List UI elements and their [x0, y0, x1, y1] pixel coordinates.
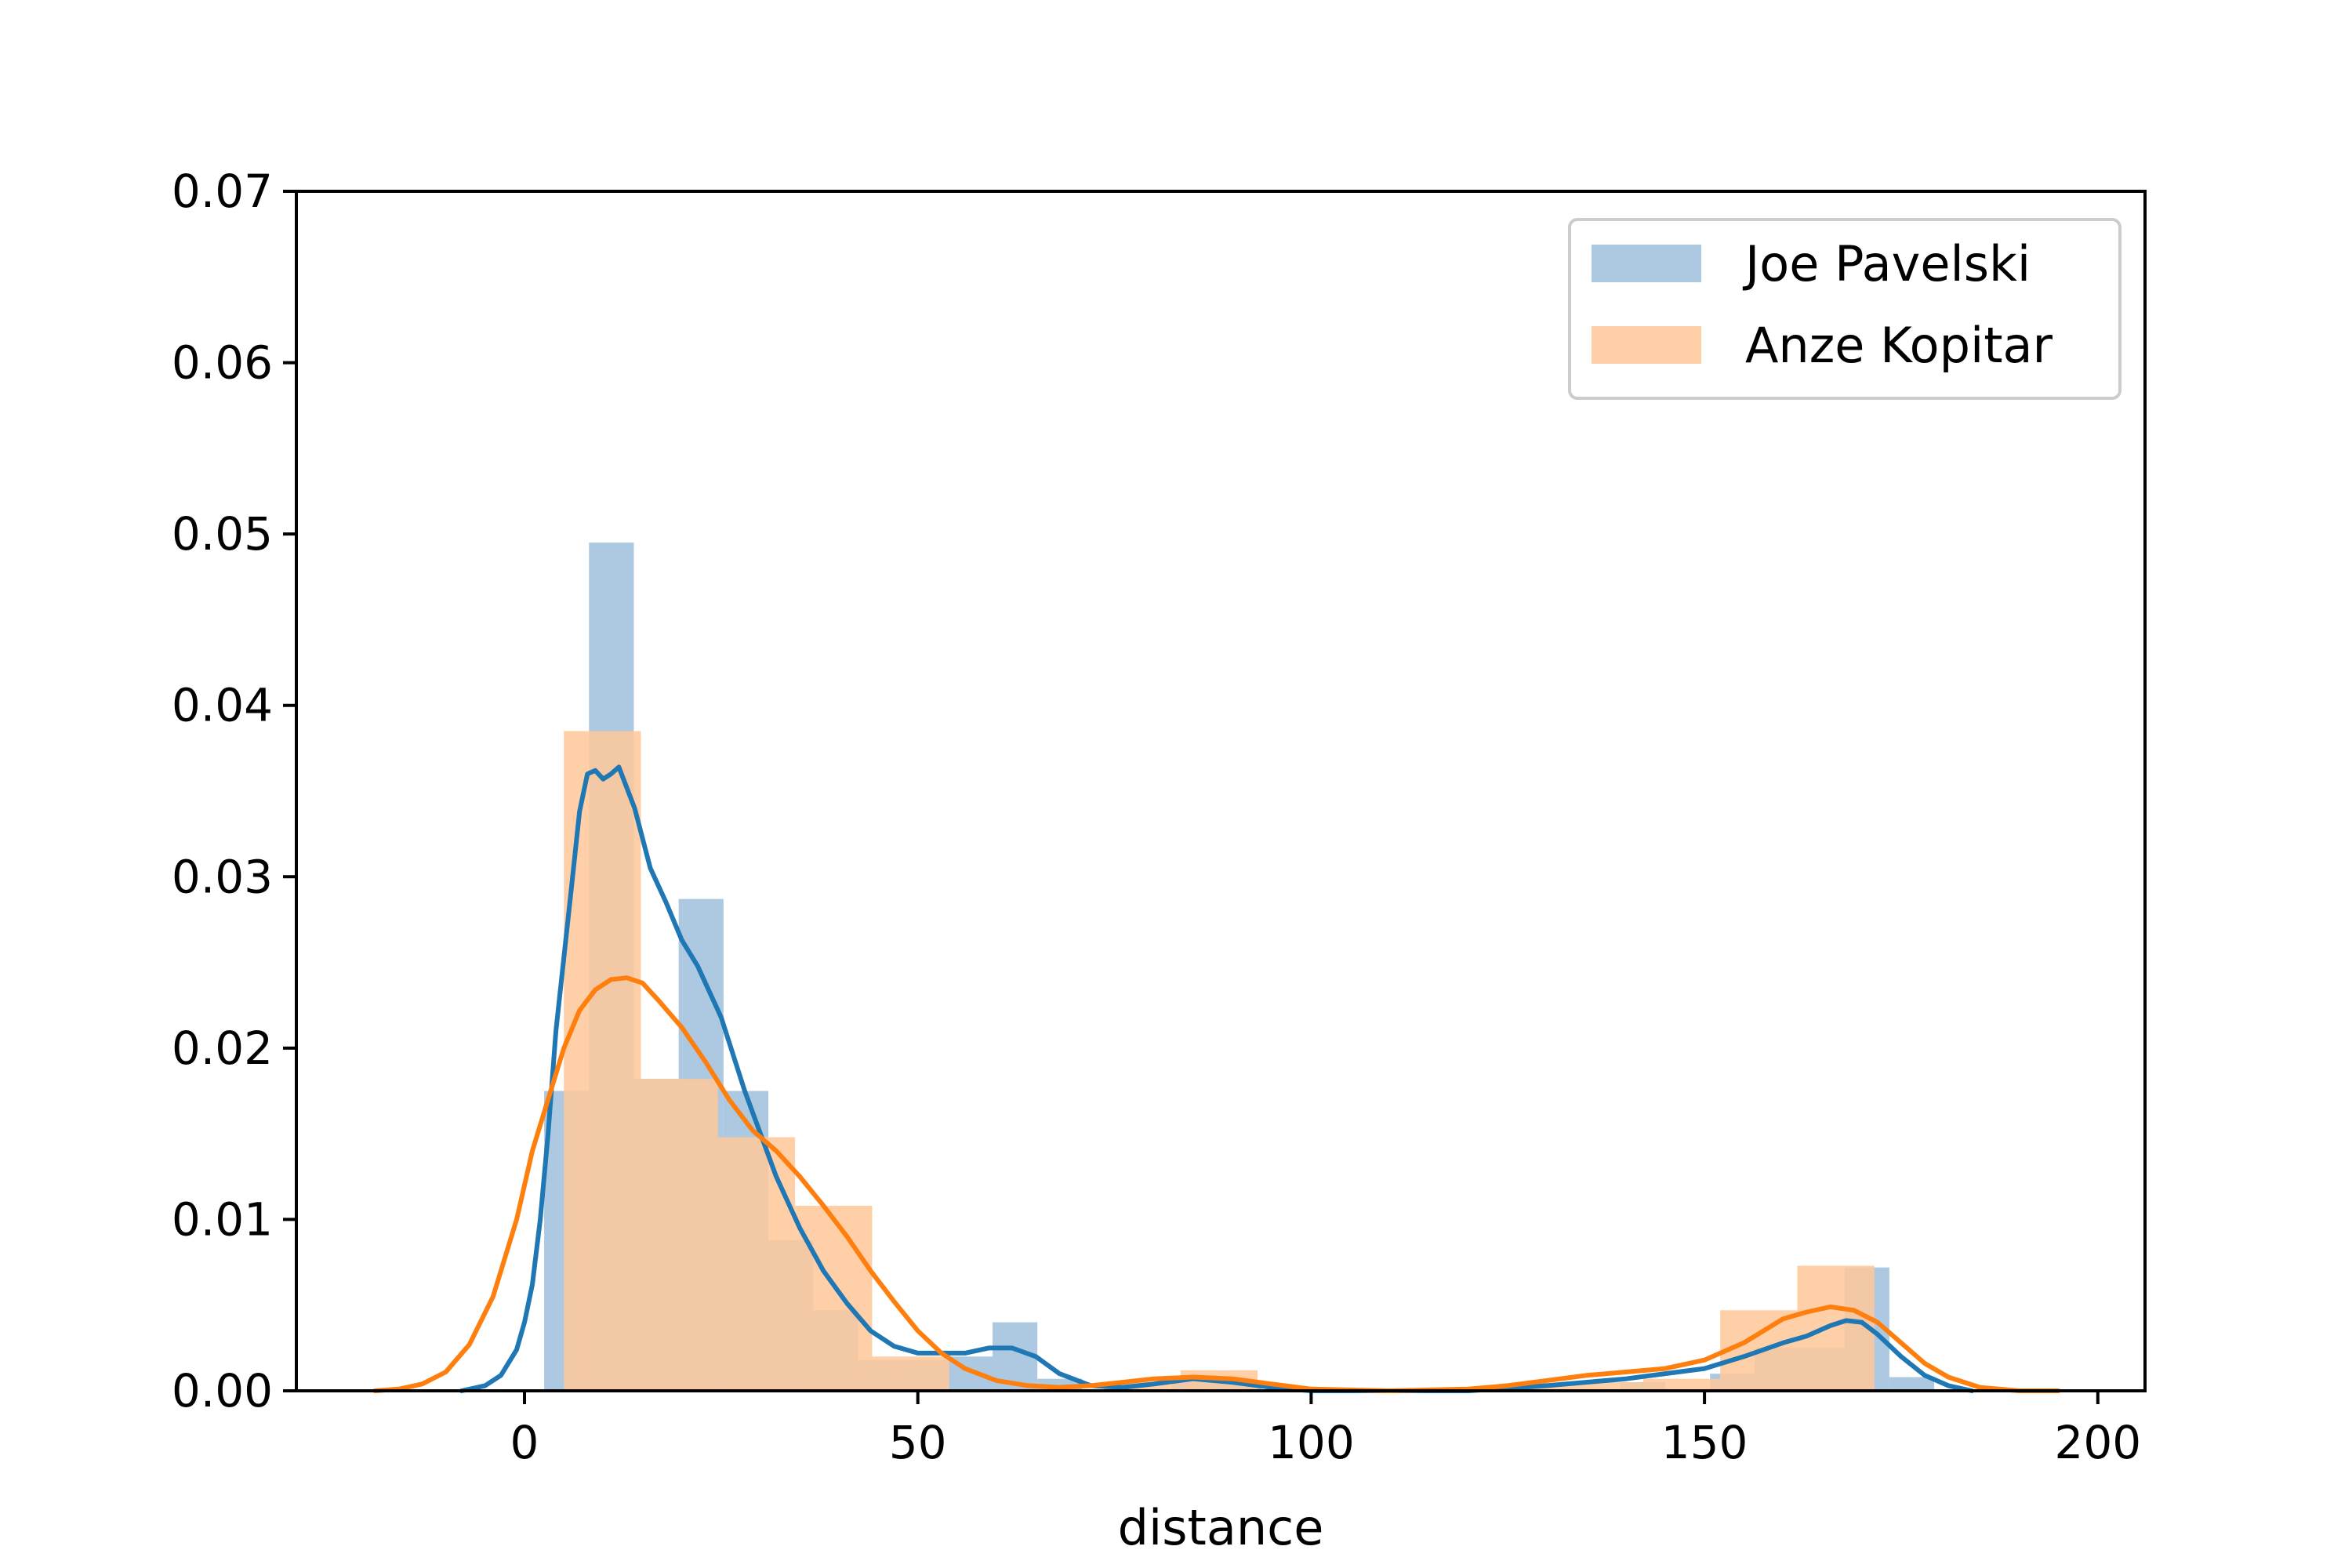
y-tick-label-1: 0.01	[172, 1192, 273, 1246]
x-tick-label-4: 200	[2054, 1416, 2141, 1469]
legend-swatch-0	[1592, 245, 1701, 282]
y-tick-label-0: 0.00	[172, 1364, 273, 1417]
histogram-bar-series-1-bin-11	[1797, 1265, 1875, 1391]
y-tick-label-6: 0.06	[172, 336, 273, 390]
y-axis: 0.00 0.01 0.02 0.03 0.04 0.05 0.06 0.07	[172, 165, 296, 1417]
legend-label-0: Joe Pavelski	[1742, 235, 2031, 292]
x-tick-label-0: 0	[510, 1416, 539, 1469]
legend-swatch-1	[1592, 326, 1701, 364]
x-axis-label: distance	[1118, 1499, 1324, 1556]
y-tick-label-2: 0.02	[172, 1022, 273, 1075]
histogram-bars	[544, 543, 1935, 1391]
y-tick-label-5: 0.05	[172, 507, 273, 561]
x-axis: 0 50 100 150 200	[510, 1391, 2141, 1469]
x-tick-label-1: 50	[889, 1416, 947, 1469]
kde-line-series-0	[459, 764, 1975, 1393]
histogram-bar-series-1-bin-9	[1642, 1378, 1721, 1391]
histogram-bar-series-1-bin-8	[1566, 1382, 1643, 1391]
legend-box	[1568, 218, 2122, 400]
histogram-bar-series-1-bin-2	[717, 1137, 796, 1391]
histogram-bar-series-1-bin-4	[872, 1356, 949, 1391]
legend: Joe Pavelski Anze Kopitar	[1568, 218, 2122, 400]
x-tick-label-2: 100	[1268, 1416, 1355, 1469]
histogram-bar-series-0-bin-19	[1889, 1377, 1935, 1391]
y-tick-label-4: 0.04	[172, 679, 273, 732]
histogram-bar-series-1-bin-1	[641, 1079, 718, 1391]
kde-line-series-1	[372, 975, 2061, 1393]
plot-area-frame	[295, 190, 2147, 1392]
y-tick-label-3: 0.03	[172, 850, 273, 903]
legend-label-1: Anze Kopitar	[1745, 317, 2053, 374]
y-tick-label-7: 0.07	[172, 165, 273, 218]
kde-lines	[372, 764, 2061, 1393]
x-tick-label-3: 150	[1661, 1416, 1748, 1469]
histogram-bar-series-1-bin-3	[795, 1205, 873, 1391]
